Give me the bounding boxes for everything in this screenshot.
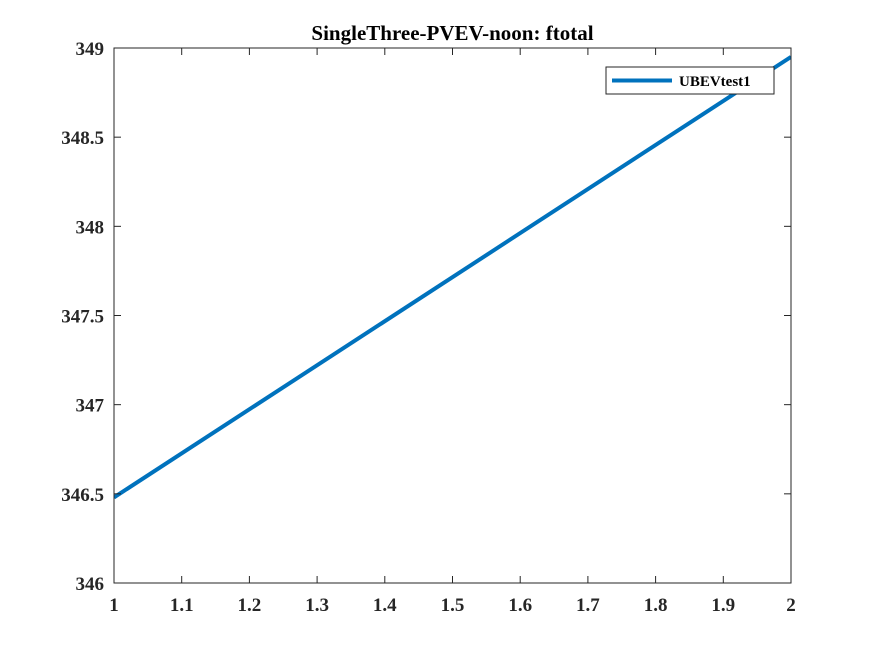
series-line-0	[114, 55, 791, 500]
y-tick-label: 346.5	[61, 485, 104, 506]
y-tick-label: 348	[76, 217, 105, 238]
x-tick-label: 1.4	[373, 595, 397, 616]
x-tick-label: 1	[109, 595, 119, 616]
x-tick-label: 1.8	[644, 595, 668, 616]
chart-title: SingleThree-PVEV-noon: ftotal	[311, 21, 593, 45]
x-tick-label: 2	[786, 595, 796, 616]
x-tick-label: 1.5	[441, 595, 465, 616]
x-tick-label: 1.1	[170, 595, 194, 616]
legend-label: UBEVtest1	[679, 74, 751, 90]
x-tick-label: 1.3	[305, 595, 329, 616]
y-tick-label: 347.5	[61, 307, 104, 328]
x-tick-label: 1.6	[508, 595, 532, 616]
y-axis-ticks: 346 346.5 347 347.5 348 348.5 349	[61, 39, 791, 595]
y-tick-label: 346	[76, 574, 105, 595]
x-tick-label: 1.9	[711, 595, 735, 616]
legend: UBEVtest1	[605, 66, 775, 95]
series-layer	[114, 55, 791, 500]
y-tick-label: 347	[76, 396, 105, 417]
x-tick-label: 1.2	[238, 595, 262, 616]
y-tick-label: 349	[76, 39, 105, 60]
plot-area	[114, 48, 791, 583]
x-axis-ticks: 1 1.1 1.2 1.3 1.4 1.5 1.6 1.7 1.8 1.9 2	[109, 48, 796, 616]
x-tick-label: 1.7	[576, 595, 600, 616]
y-tick-label: 348.5	[61, 128, 104, 149]
